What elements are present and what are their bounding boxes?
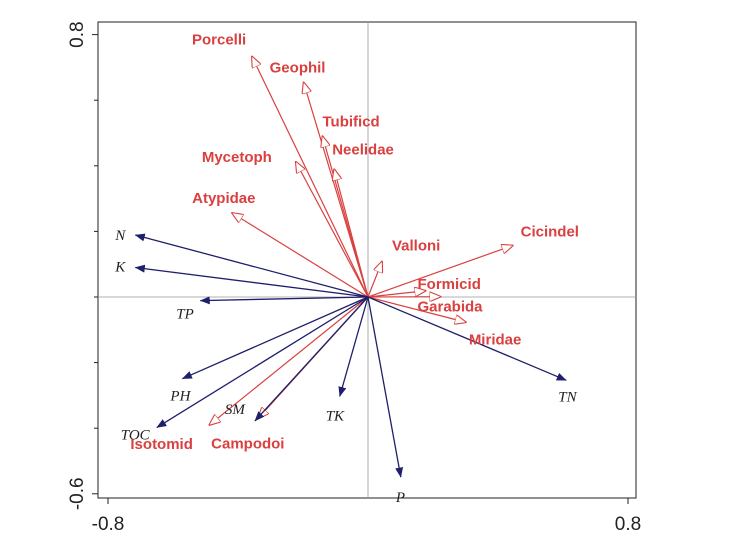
species-label: Neelidae bbox=[332, 141, 394, 158]
species-arrow bbox=[296, 162, 369, 298]
x-tick-label: -0.8 bbox=[92, 514, 125, 535]
species-arrow bbox=[367, 291, 426, 298]
axis-ticks: -0.8 0.8 0.8 -0.6 bbox=[67, 21, 641, 535]
vector-labels: Porcelli Geophil Tubificd Neelidae Mycetoph A… bbox=[114, 32, 579, 506]
species-label: Formicid bbox=[418, 276, 481, 293]
environment-label: TP bbox=[176, 307, 194, 323]
species-label: Geophil bbox=[270, 59, 326, 76]
species-arrow bbox=[334, 169, 369, 298]
environment-arrow bbox=[367, 296, 567, 381]
environment-arrow bbox=[367, 296, 404, 478]
environment-arrow bbox=[156, 296, 369, 429]
environment-label: TOC bbox=[121, 428, 151, 444]
y-tick-label: 0.8 bbox=[67, 21, 88, 47]
species-arrow bbox=[252, 57, 369, 298]
species-label: Campodoi bbox=[211, 435, 284, 452]
environment-label: P bbox=[395, 490, 405, 506]
environment-label: TN bbox=[558, 389, 577, 405]
species-label: Garabida bbox=[417, 299, 483, 316]
species-label: Valloni bbox=[392, 238, 440, 255]
species-label: Miridae bbox=[469, 331, 522, 348]
environment-arrows bbox=[134, 233, 567, 478]
species-label: Tubificd bbox=[323, 113, 380, 130]
species-label: Isotomid bbox=[130, 436, 193, 453]
x-tick-label: 0.8 bbox=[615, 514, 641, 535]
species-label: Porcelli bbox=[192, 32, 246, 49]
species-label: Mycetoph bbox=[202, 149, 272, 166]
environment-arrow bbox=[134, 264, 369, 298]
species-arrow bbox=[232, 213, 369, 298]
species-arrow bbox=[367, 296, 466, 322]
y-tick-label: -0.6 bbox=[67, 477, 88, 510]
environment-arrow bbox=[338, 296, 369, 397]
environment-label: N bbox=[114, 228, 126, 244]
environment-label: PH bbox=[169, 389, 191, 405]
environment-arrow bbox=[254, 296, 369, 422]
plot-frame bbox=[97, 21, 637, 499]
environment-arrow bbox=[199, 296, 369, 305]
species-arrow bbox=[367, 262, 382, 298]
environment-label: SM bbox=[225, 402, 247, 418]
environment-arrow bbox=[134, 233, 369, 298]
environment-label: TK bbox=[326, 408, 345, 424]
species-arrows bbox=[209, 57, 512, 425]
species-label: Cicindel bbox=[521, 224, 579, 241]
species-arrow bbox=[209, 296, 369, 425]
environment-label: K bbox=[114, 259, 126, 275]
environment-arrow bbox=[181, 296, 369, 380]
species-label: Atypidae bbox=[192, 190, 255, 207]
species-arrow bbox=[367, 246, 513, 298]
